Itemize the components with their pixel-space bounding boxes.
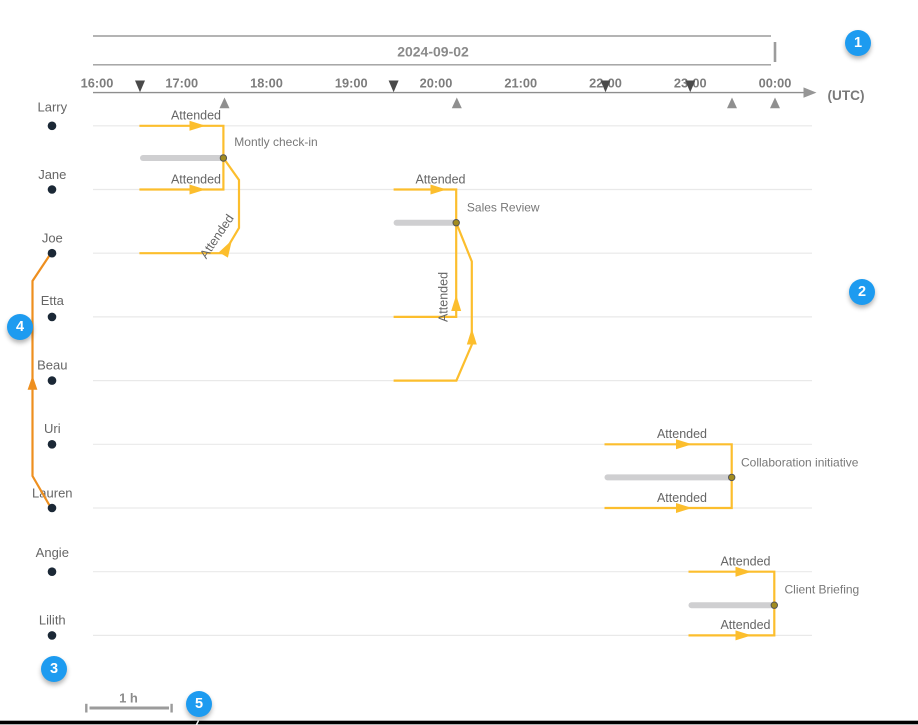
svg-text:18:00: 18:00 xyxy=(250,76,283,91)
svg-text:Client Briefing: Client Briefing xyxy=(785,583,860,597)
svg-text:Attended: Attended xyxy=(657,491,707,505)
svg-text:Attended: Attended xyxy=(657,427,707,441)
svg-text:Beau: Beau xyxy=(37,357,67,372)
svg-text:Montly check-in: Montly check-in xyxy=(234,135,317,149)
svg-text:Etta: Etta xyxy=(41,293,65,308)
svg-text:Uri: Uri xyxy=(44,421,61,436)
svg-text:Jane: Jane xyxy=(38,167,66,182)
svg-text:Collaboration initiative: Collaboration initiative xyxy=(741,456,859,470)
svg-text:Angie: Angie xyxy=(36,545,69,560)
svg-text:Attended: Attended xyxy=(415,172,465,186)
svg-text:2024-09-02: 2024-09-02 xyxy=(397,44,469,60)
svg-text:17:00: 17:00 xyxy=(165,76,198,91)
svg-text:20:00: 20:00 xyxy=(420,76,453,91)
svg-text:Joe: Joe xyxy=(42,231,63,246)
svg-text:Lilith: Lilith xyxy=(39,613,66,628)
svg-text:Lauren: Lauren xyxy=(32,485,72,500)
svg-text:19:00: 19:00 xyxy=(335,76,368,91)
svg-text:1 h: 1 h xyxy=(119,690,138,705)
svg-text:Sales Review: Sales Review xyxy=(467,201,540,215)
svg-text:Attended: Attended xyxy=(171,109,221,123)
svg-text:Attended: Attended xyxy=(437,272,451,322)
svg-text:Larry: Larry xyxy=(37,100,67,115)
svg-text:Attended: Attended xyxy=(171,172,221,186)
svg-text:00:00: 00:00 xyxy=(759,76,792,91)
svg-text:Attended: Attended xyxy=(720,618,770,632)
svg-text:Attended: Attended xyxy=(720,555,770,569)
svg-text:16:00: 16:00 xyxy=(81,76,114,91)
svg-text:(UTC): (UTC) xyxy=(828,88,865,103)
svg-text:21:00: 21:00 xyxy=(504,76,537,91)
